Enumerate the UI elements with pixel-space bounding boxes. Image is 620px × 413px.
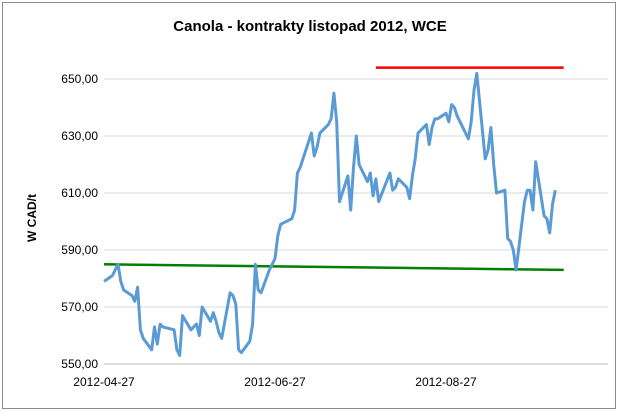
series-group [103, 71, 557, 357]
y-tick-label: 590,00 [61, 243, 98, 257]
x-tick-label: 2012-04-27 [73, 375, 135, 389]
y-tick-label: 570,00 [61, 300, 98, 314]
price-series-line [103, 71, 557, 357]
chart-frame [2, 2, 616, 409]
x-tick-label: 2012-06-27 [244, 375, 306, 389]
chart-title: Canola - kontrakty listopad 2012, WCE [173, 18, 446, 35]
y-tick-label: 550,00 [61, 357, 98, 371]
y-tick-labels: 550,00 570,00 590,00 610,00 630,00 650,00 [61, 72, 98, 371]
x-tick-label: 2012-08-27 [415, 375, 477, 389]
y-tick-label: 610,00 [61, 186, 98, 200]
y-axis-label: W CAD/t [25, 194, 39, 242]
y-tick-label: 630,00 [61, 129, 98, 143]
reference-lines [103, 66, 564, 272]
x-tick-labels: 2012-04-27 2012-06-27 2012-08-27 [73, 375, 477, 389]
y-tick-label: 650,00 [61, 72, 98, 86]
reference-line [103, 263, 564, 272]
gridlines [104, 78, 608, 365]
